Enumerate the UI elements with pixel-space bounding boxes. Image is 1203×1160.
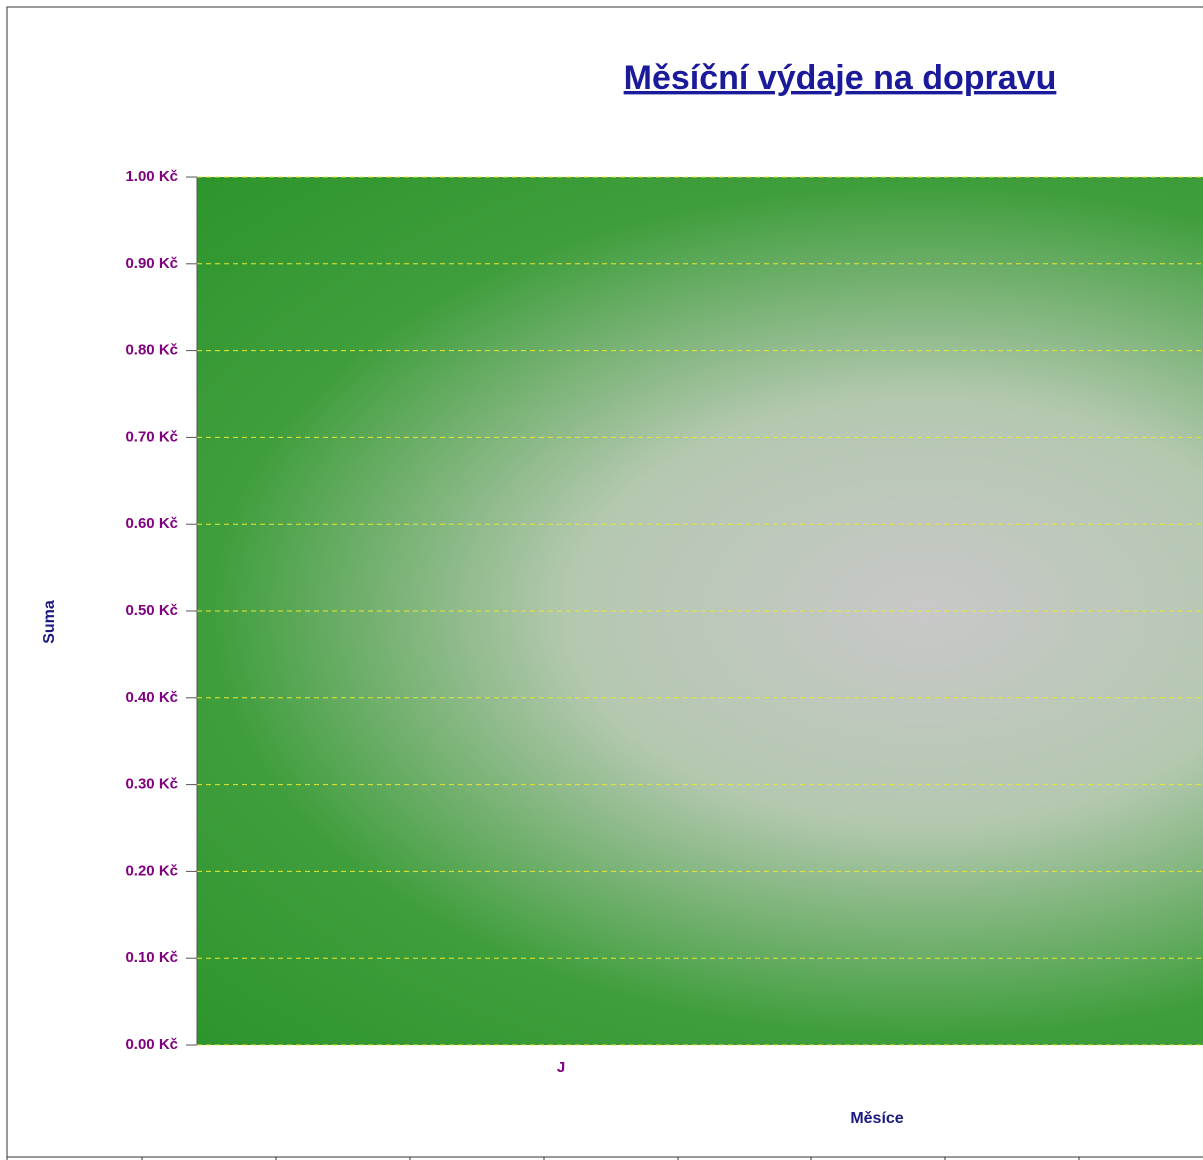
y-tick-label: 0.70 Kč [125, 428, 178, 445]
x-tick-label: J [557, 1059, 565, 1076]
y-axis-title: Suma [41, 600, 58, 644]
y-tick-label: 0.50 Kč [125, 602, 178, 619]
y-tick-label: 0.30 Kč [125, 776, 178, 793]
y-tick-label: 0.90 Kč [125, 255, 178, 272]
y-tick-label: 0.10 Kč [125, 949, 178, 966]
y-tick-label: 0.40 Kč [125, 689, 178, 706]
y-tick-label: 0.60 Kč [125, 515, 178, 532]
y-tick-label: 0.00 Kč [125, 1036, 178, 1053]
y-tick-label: 0.20 Kč [125, 862, 178, 879]
y-tick-label: 1.00 Kč [125, 168, 178, 185]
y-tick-label: 0.80 Kč [125, 342, 178, 359]
chart-border [6, 6, 1203, 1160]
chart-title: Měsíční výdaje na dopravu [624, 59, 1057, 97]
x-axis-title: Měsíce [850, 1110, 903, 1127]
